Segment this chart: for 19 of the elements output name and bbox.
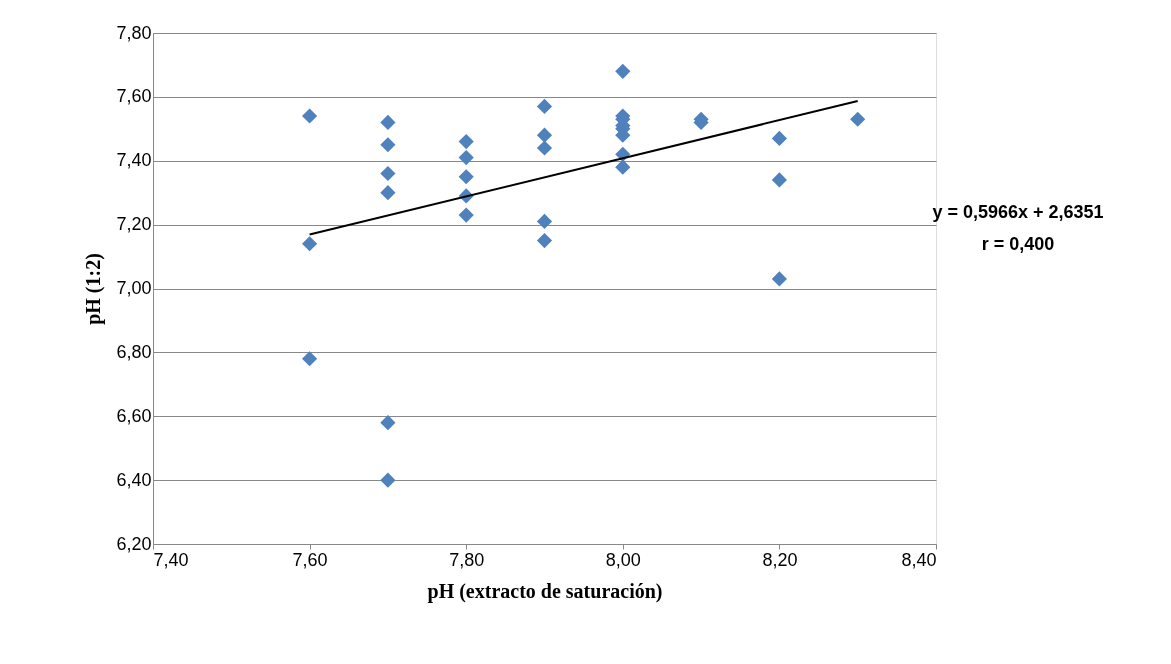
x-tick-label: 8,00 (605, 549, 641, 570)
x-tick-label: 7,40 (153, 549, 189, 570)
y-tick-label: 7,00 (116, 278, 152, 298)
y-tick-label: 7,20 (116, 214, 152, 235)
y-tick-label: 6,60 (116, 405, 152, 426)
x-tick-label: 8,20 (762, 549, 798, 570)
x-tick-label: 8,40 (901, 549, 937, 570)
y-tick-label: 6,80 (116, 341, 152, 362)
y-tick-label: 6,40 (116, 469, 152, 490)
x-tick-label: 7,80 (449, 549, 485, 570)
y-tick-label: 7,80 (116, 22, 152, 43)
text: r = 0,400 (981, 234, 1055, 254)
y-axis-title: pH (1:2) (82, 253, 106, 325)
x-tick-label: 7,60 (292, 549, 328, 570)
y-tick-label: 7,40 (116, 150, 152, 171)
annotation: y = 0,5966x + 2,6351 (932, 202, 1104, 222)
y-tick-label: 7,60 (116, 86, 152, 107)
y-tick-label: 6,20 (116, 533, 152, 554)
x-axis-title: pH (extracto de saturación) (427, 579, 663, 603)
